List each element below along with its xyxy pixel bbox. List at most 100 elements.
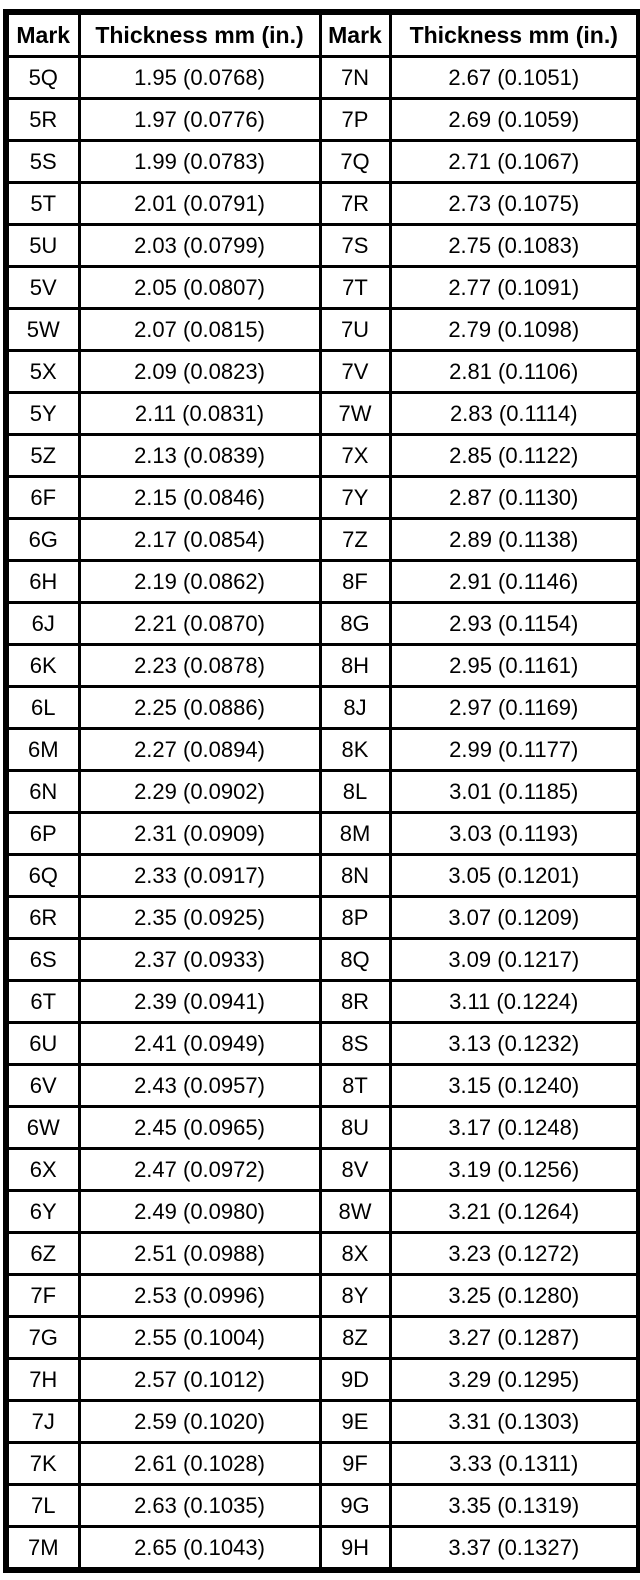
table-row: 6V 2.43 (0.0957) 8T 3.15 (0.1240) <box>4 1063 640 1108</box>
mark-cell-left: 6M <box>4 727 81 772</box>
mark-cell-left: 5U <box>4 223 81 268</box>
table-row: 6J 2.21 (0.0870) 8G 2.93 (0.1154) <box>4 601 640 646</box>
mark-cell-left: 5W <box>4 307 81 352</box>
thickness-cell-left: 2.39 (0.0941) <box>77 979 322 1024</box>
thickness-cell-left: 2.03 (0.0799) <box>77 223 322 268</box>
thickness-cell-left: 2.63 (0.1035) <box>77 1483 322 1528</box>
thickness-cell-right: 3.23 (0.1272) <box>388 1231 640 1276</box>
mark-cell-left: 6P <box>4 811 81 856</box>
table-row: 5Q 1.95 (0.0768) 7N 2.67 (0.1051) <box>4 55 640 100</box>
mark-cell-right: 7X <box>318 433 392 478</box>
table-row: 5V 2.05 (0.0807) 7T 2.77 (0.1091) <box>4 265 640 310</box>
thickness-cell-right: 2.71 (0.1067) <box>388 139 640 184</box>
mark-cell-right: 7V <box>318 349 392 394</box>
thickness-cell-right: 3.35 (0.1319) <box>388 1483 640 1528</box>
table-row: 5U 2.03 (0.0799) 7S 2.75 (0.1083) <box>4 223 640 268</box>
mark-cell-left: 5X <box>4 349 81 394</box>
mark-cell-right: 8W <box>318 1189 392 1234</box>
table-row: 5R 1.97 (0.0776) 7P 2.69 (0.1059) <box>4 97 640 142</box>
mark-cell-left: 7L <box>4 1483 81 1528</box>
thickness-cell-left: 2.11 (0.0831) <box>77 391 322 436</box>
table-row: 7K 2.61 (0.1028) 9F 3.33 (0.1311) <box>4 1441 640 1486</box>
column-header-mark-right: Mark <box>318 10 392 58</box>
thickness-cell-left: 2.47 (0.0972) <box>77 1147 322 1192</box>
mark-cell-right: 8N <box>318 853 392 898</box>
thickness-cell-left: 1.97 (0.0776) <box>77 97 322 142</box>
thickness-cell-right: 2.99 (0.1177) <box>388 727 640 772</box>
thickness-cell-right: 2.67 (0.1051) <box>388 55 640 100</box>
thickness-cell-right: 2.91 (0.1146) <box>388 559 640 604</box>
thickness-cell-left: 2.43 (0.0957) <box>77 1063 322 1108</box>
mark-cell-right: 7Y <box>318 475 392 520</box>
mark-cell-right: 8M <box>318 811 392 856</box>
mark-cell-left: 7M <box>4 1525 81 1572</box>
mark-cell-right: 7P <box>318 97 392 142</box>
table-row: 5Y 2.11 (0.0831) 7W 2.83 (0.1114) <box>4 391 640 436</box>
mark-cell-left: 6Y <box>4 1189 81 1234</box>
table-row: 7L 2.63 (0.1035) 9G 3.35 (0.1319) <box>4 1483 640 1528</box>
mark-cell-right: 8J <box>318 685 392 730</box>
thickness-cell-left: 2.37 (0.0933) <box>77 937 322 982</box>
thickness-cell-right: 2.69 (0.1059) <box>388 97 640 142</box>
thickness-cell-right: 3.01 (0.1185) <box>388 769 640 814</box>
table-row: 6L 2.25 (0.0886) 8J 2.97 (0.1169) <box>4 685 640 730</box>
thickness-cell-right: 3.09 (0.1217) <box>388 937 640 982</box>
table-row: 7H 2.57 (0.1012) 9D 3.29 (0.1295) <box>4 1357 640 1402</box>
mark-cell-right: 8U <box>318 1105 392 1150</box>
mark-cell-left: 7G <box>4 1315 81 1360</box>
mark-cell-right: 9H <box>318 1525 392 1572</box>
thickness-cell-left: 1.99 (0.0783) <box>77 139 322 184</box>
table-row: 6X 2.47 (0.0972) 8V 3.19 (0.1256) <box>4 1147 640 1192</box>
header-row: Mark Thickness mm (in.) Mark Thickness m… <box>4 10 640 58</box>
table-row: 6M 2.27 (0.0894) 8K 2.99 (0.1177) <box>4 727 640 772</box>
table-row: 7M 2.65 (0.1043) 9H 3.37 (0.1327) <box>4 1525 640 1572</box>
table-row: 6K 2.23 (0.0878) 8H 2.95 (0.1161) <box>4 643 640 688</box>
mark-cell-right: 8Z <box>318 1315 392 1360</box>
mark-cell-right: 7T <box>318 265 392 310</box>
table-row: 5S 1.99 (0.0783) 7Q 2.71 (0.1067) <box>4 139 640 184</box>
mark-cell-right: 7N <box>318 55 392 100</box>
mark-cell-right: 7W <box>318 391 392 436</box>
mark-cell-right: 8Y <box>318 1273 392 1318</box>
table-row: 7F 2.53 (0.0996) 8Y 3.25 (0.1280) <box>4 1273 640 1318</box>
thickness-cell-right: 2.83 (0.1114) <box>388 391 640 436</box>
table-row: 6N 2.29 (0.0902) 8L 3.01 (0.1185) <box>4 769 640 814</box>
mark-cell-right: 8L <box>318 769 392 814</box>
mark-cell-left: 7J <box>4 1399 81 1444</box>
thickness-cell-left: 2.27 (0.0894) <box>77 727 322 772</box>
mark-cell-right: 8K <box>318 727 392 772</box>
thickness-cell-right: 2.87 (0.1130) <box>388 475 640 520</box>
thickness-cell-left: 2.23 (0.0878) <box>77 643 322 688</box>
mark-cell-right: 8Q <box>318 937 392 982</box>
mark-cell-right: 9F <box>318 1441 392 1486</box>
thickness-cell-left: 2.19 (0.0862) <box>77 559 322 604</box>
thickness-cell-right: 2.89 (0.1138) <box>388 517 640 562</box>
thickness-cell-left: 2.53 (0.0996) <box>77 1273 322 1318</box>
thickness-cell-right: 2.81 (0.1106) <box>388 349 640 394</box>
mark-cell-left: 6S <box>4 937 81 982</box>
thickness-cell-left: 2.13 (0.0839) <box>77 433 322 478</box>
thickness-cell-right: 3.25 (0.1280) <box>388 1273 640 1318</box>
thickness-cell-right: 2.73 (0.1075) <box>388 181 640 226</box>
mark-cell-left: 6F <box>4 475 81 520</box>
table-row: 6P 2.31 (0.0909) 8M 3.03 (0.1193) <box>4 811 640 856</box>
shim-thickness-table: Mark Thickness mm (in.) Mark Thickness m… <box>3 9 640 1573</box>
mark-cell-left: 6W <box>4 1105 81 1150</box>
table-row: 5T 2.01 (0.0791) 7R 2.73 (0.1075) <box>4 181 640 226</box>
thickness-cell-left: 2.49 (0.0980) <box>77 1189 322 1234</box>
mark-cell-right: 9G <box>318 1483 392 1528</box>
thickness-cell-right: 3.31 (0.1303) <box>388 1399 640 1444</box>
thickness-cell-left: 2.17 (0.0854) <box>77 517 322 562</box>
mark-cell-left: 6R <box>4 895 81 940</box>
mark-cell-right: 8P <box>318 895 392 940</box>
thickness-cell-left: 2.29 (0.0902) <box>77 769 322 814</box>
thickness-cell-left: 2.07 (0.0815) <box>77 307 322 352</box>
thickness-cell-left: 2.09 (0.0823) <box>77 349 322 394</box>
table-row: 6Y 2.49 (0.0980) 8W 3.21 (0.1264) <box>4 1189 640 1234</box>
table-body: 5Q 1.95 (0.0768) 7N 2.67 (0.1051) 5R 1.97 (0.… <box>4 55 640 1572</box>
thickness-cell-right: 3.17 (0.1248) <box>388 1105 640 1150</box>
thickness-cell-right: 3.11 (0.1224) <box>388 979 640 1024</box>
mark-cell-right: 8R <box>318 979 392 1024</box>
table-row: 6Z 2.51 (0.0988) 8X 3.23 (0.1272) <box>4 1231 640 1276</box>
thickness-cell-right: 3.07 (0.1209) <box>388 895 640 940</box>
